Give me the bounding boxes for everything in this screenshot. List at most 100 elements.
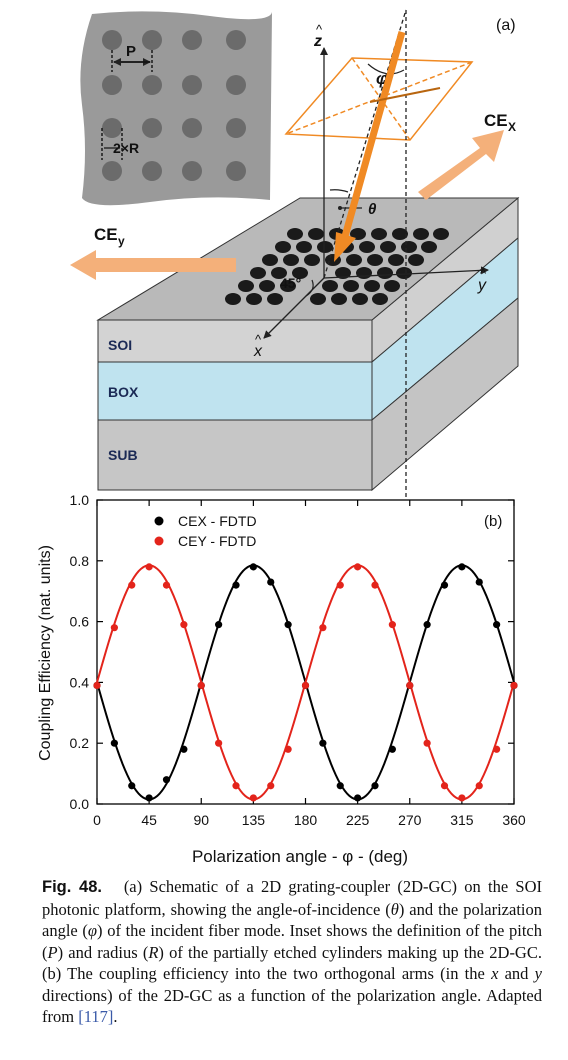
cex-data-point [128, 782, 136, 790]
cey-arrow: CE y [70, 225, 236, 280]
cey-data-point [267, 782, 275, 790]
cex-data-point [145, 794, 153, 802]
cey-data-point [215, 739, 223, 747]
x-tick-label: 135 [242, 812, 266, 828]
legend-marker-cey [154, 536, 164, 546]
grating-holes [225, 228, 449, 305]
cey-data-point [232, 782, 240, 790]
inset-holes [102, 30, 246, 181]
cex-data-point [354, 794, 362, 802]
figure-caption: Fig. 48. (a) Schematic of a 2D grating-c… [42, 876, 542, 1028]
layer-stack: SOI BOX SUB [96, 196, 520, 492]
plot-frame [96, 499, 515, 805]
caption-x: x [491, 964, 499, 983]
caption-text-7: directions) of the 2D-GC as a function o… [42, 985, 542, 1027]
cey-data-point [406, 681, 414, 690]
cex-label: CE [484, 111, 508, 130]
rotation-angle-label: 45° [280, 275, 301, 291]
axis-ticks: 0 45 90 135 180 225 270 315 360 0.0 0.2 0.4 0.6 0.8 1.… [70, 492, 526, 828]
theta-label: θ [368, 201, 377, 218]
y-tick-label: 0.6 [70, 614, 90, 630]
cey-data-point [162, 581, 171, 589]
z-axis-label: z [313, 33, 322, 50]
cex-data-point [232, 581, 240, 589]
z-axis-hat: ^ [316, 22, 323, 37]
caption-text-8: . [113, 1007, 118, 1026]
cex-data-point [267, 578, 275, 586]
x-tick-label: 180 [294, 812, 318, 828]
cex-data-point [458, 563, 466, 571]
y-tick-label: 0.4 [70, 674, 90, 690]
incident-beam [334, 31, 441, 262]
y-tick-label: 0.0 [70, 796, 90, 812]
cex-data-point [249, 563, 257, 571]
caption-text-4: ) and radius ( [57, 942, 149, 962]
y-tick-label: 0.8 [70, 553, 90, 569]
box-layer [97, 361, 373, 421]
y-tick-label: 0.2 [70, 735, 90, 751]
caption-fig-label: Fig. 48. [42, 878, 102, 896]
cey-data-point [145, 563, 153, 571]
cex-data-point [440, 581, 449, 589]
cex-data-point [371, 782, 379, 790]
cex-data-point [110, 739, 118, 747]
cey-data-point [458, 794, 466, 802]
cey-data-point [336, 581, 344, 589]
soi-layer [97, 319, 373, 363]
panel-a-label: (a) [496, 17, 516, 34]
cey-data-point [110, 624, 118, 632]
cey-label-sub: y [118, 234, 125, 248]
panel-a: P 2×R (a) SOI [70, 9, 520, 500]
sub-layer [97, 419, 373, 491]
cex-data-point [388, 745, 396, 753]
legend-label-cex: CEX - FDTD [178, 513, 257, 529]
x-tick-label: 45 [141, 812, 157, 828]
x-tick-label: 360 [502, 812, 526, 828]
cex-data-point [284, 621, 292, 629]
cex-data-point [336, 782, 344, 790]
cey-data-point [354, 563, 362, 571]
cey-data-point [510, 681, 518, 690]
cex-data-point [162, 776, 171, 784]
cey-data-point [440, 782, 449, 790]
cey-data-point [128, 581, 136, 589]
legend-label-cey: CEY - FDTD [178, 533, 256, 549]
cey-data-point [93, 681, 101, 690]
cex-data-point [319, 739, 327, 747]
caption-phi: φ [87, 921, 98, 940]
cey-data-point [475, 782, 483, 790]
caption-text-2: ) and the polarization angle ( [42, 899, 542, 941]
cey-data-point [249, 794, 257, 802]
cex-data-point [493, 621, 501, 629]
caption-R: R [148, 942, 159, 962]
cex-arrow: CE X [418, 111, 516, 200]
cey-data-point [284, 745, 292, 753]
inset: P 2×R [80, 11, 272, 206]
caption-text-1: (a) Schematic of a 2D grating-coupler (2… [42, 877, 543, 919]
x-axis-label: x [253, 343, 263, 360]
caption-reference-link[interactable]: [117] [78, 1007, 114, 1026]
radius-label: 2×R [113, 140, 139, 156]
caption-text-5: ) of the partially etched cylinders maki… [42, 942, 542, 984]
x-tick-label: 225 [346, 812, 370, 828]
y-axis-title: Coupling Efficiency (nat. units) [37, 545, 54, 761]
legend: CEX - FDTD CEY - FDTD [154, 513, 257, 549]
layer-label-box: BOX [108, 384, 139, 400]
y-axis-hat: ^ [480, 266, 487, 281]
caption-text-6: and [498, 964, 535, 983]
caption-y: y [534, 964, 542, 983]
cey-label: CE [94, 225, 118, 244]
cey-data-point [197, 681, 205, 690]
y-axis-label: y [477, 277, 487, 294]
x-tick-label: 90 [193, 812, 209, 828]
cey-data-point [301, 681, 310, 690]
x-tick-label: 315 [450, 812, 474, 828]
cex-data-point [180, 745, 188, 753]
cey-data-point [319, 624, 327, 632]
cey-data-point [423, 739, 431, 747]
chart-panel-b: 0 45 90 135 180 225 270 315 360 0.0 0.2 0.4 0.6 0.8 1.… [37, 492, 526, 866]
legend-marker-cex [154, 516, 164, 526]
pitch-label: P [126, 43, 136, 60]
